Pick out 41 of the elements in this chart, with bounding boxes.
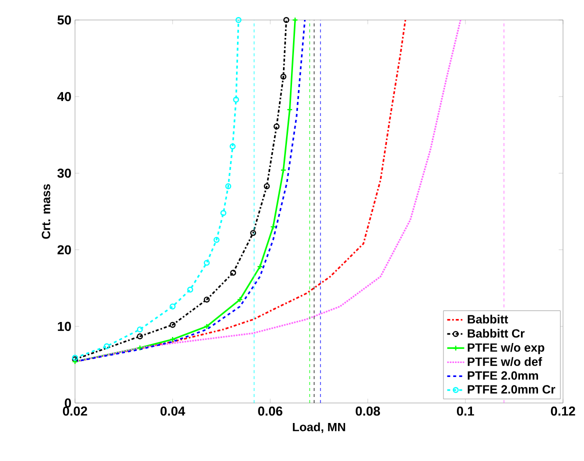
point <box>280 74 286 80</box>
point <box>225 183 232 190</box>
point <box>233 96 240 103</box>
point <box>187 286 194 293</box>
point <box>136 326 143 332</box>
point <box>264 183 270 190</box>
legend-label: PTFE 2.0mm Cr <box>468 385 556 394</box>
point <box>230 270 236 276</box>
x-tick-label: 0.04 <box>160 406 186 416</box>
x-tick-label: 0.06 <box>258 406 282 416</box>
point <box>283 16 290 23</box>
y-tick-label: 10 <box>58 322 71 331</box>
point <box>170 322 176 328</box>
point <box>220 210 226 216</box>
x-tick-label: 0.08 <box>356 406 380 416</box>
legend-label: PTFE w/o def <box>468 357 542 366</box>
y-tick-label: 50 <box>57 15 71 25</box>
x-tick-label: 0.12 <box>550 406 576 416</box>
y-axis-title: Crt. mass <box>42 184 50 239</box>
legend-label: PTFE w/o exp <box>468 343 544 354</box>
y-tick-label: 30 <box>57 168 71 178</box>
y-tick-label: 0 <box>64 398 71 408</box>
point <box>170 303 176 310</box>
point <box>274 123 280 130</box>
x-tick-label: 0.02 <box>62 406 88 416</box>
point <box>204 260 210 266</box>
x-axis-title: Load, MN <box>292 422 346 434</box>
legend-label: Babbitt Cr <box>468 328 525 338</box>
point <box>204 296 210 303</box>
point <box>214 236 220 243</box>
point <box>136 333 143 340</box>
legend-label: PTFE 2.0mm <box>468 371 538 380</box>
x-tick-label: 0.1 <box>456 406 474 416</box>
legend-label: Babbitt <box>468 314 508 324</box>
point <box>236 16 242 23</box>
point <box>270 224 276 230</box>
point <box>250 230 256 236</box>
point <box>104 343 110 350</box>
y-tick-label: 20 <box>58 245 71 254</box>
point <box>230 143 236 150</box>
y-tick-label: 40 <box>57 92 71 102</box>
